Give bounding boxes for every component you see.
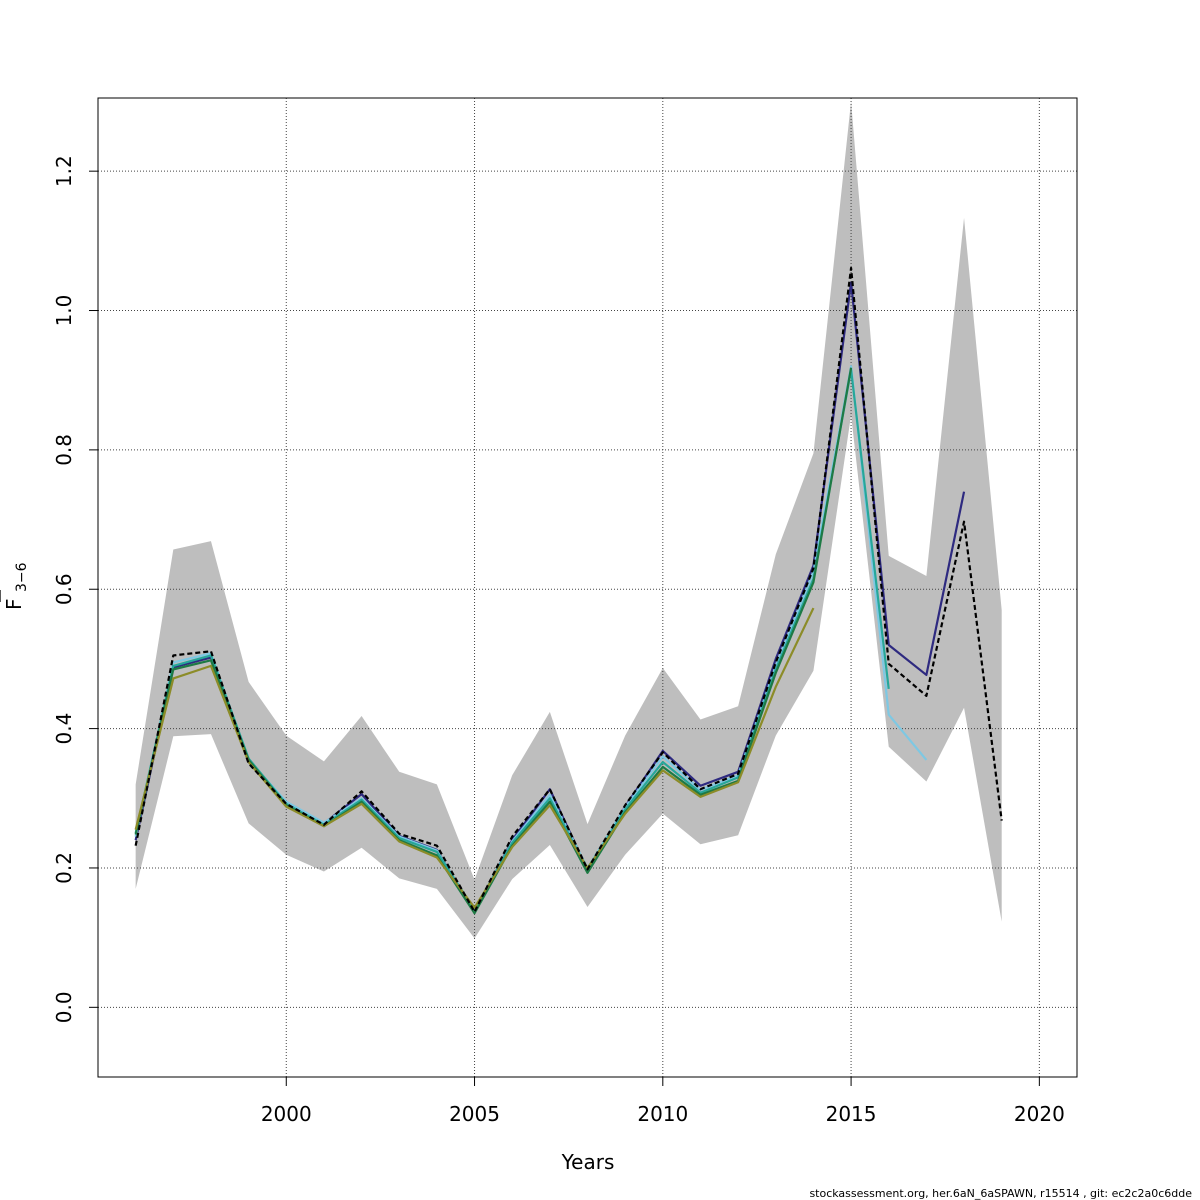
y-tick-label-1.2: 1.2	[52, 155, 76, 187]
footer-credit: stockassessment.org, her.6aN_6aSPAWN, r1…	[809, 1187, 1192, 1200]
x-tick-label-2015: 2015	[826, 1102, 877, 1126]
y-axis-title-subscript: 3−6	[14, 562, 30, 592]
x-axis: 2000 2005 2010 2015 2020	[261, 1077, 1065, 1126]
x-tick-label-2000: 2000	[261, 1102, 312, 1126]
y-tick-label-0.0: 0.0	[52, 991, 76, 1023]
plot-frame	[97, 97, 1078, 1078]
y-tick-label-0.6: 0.6	[52, 573, 76, 605]
series-line-peel-4	[134, 367, 853, 915]
y-tick-label-0.2: 0.2	[52, 852, 76, 884]
y-tick-label-1.0: 1.0	[52, 295, 76, 327]
x-tick-label-2010: 2010	[637, 1102, 688, 1126]
confidence-band	[135, 101, 1002, 939]
y-axis-title: F 3−6	[0, 562, 30, 610]
series-line-base-run	[134, 266, 1003, 913]
y-axis: 0.0 0.2 0.4 0.6 0.8 1.0 1.2	[52, 155, 98, 1023]
y-tick-label-0.4: 0.4	[52, 713, 76, 745]
x-tick-label-2020: 2020	[1014, 1102, 1065, 1126]
x-tick-label-2005: 2005	[449, 1102, 500, 1126]
y-axis-title-main: F	[2, 598, 26, 610]
x-axis-title: Years	[561, 1150, 615, 1174]
confidence-band-layer	[135, 101, 1002, 939]
series-lines	[134, 266, 1003, 915]
y-tick-label-0.8: 0.8	[52, 434, 76, 466]
